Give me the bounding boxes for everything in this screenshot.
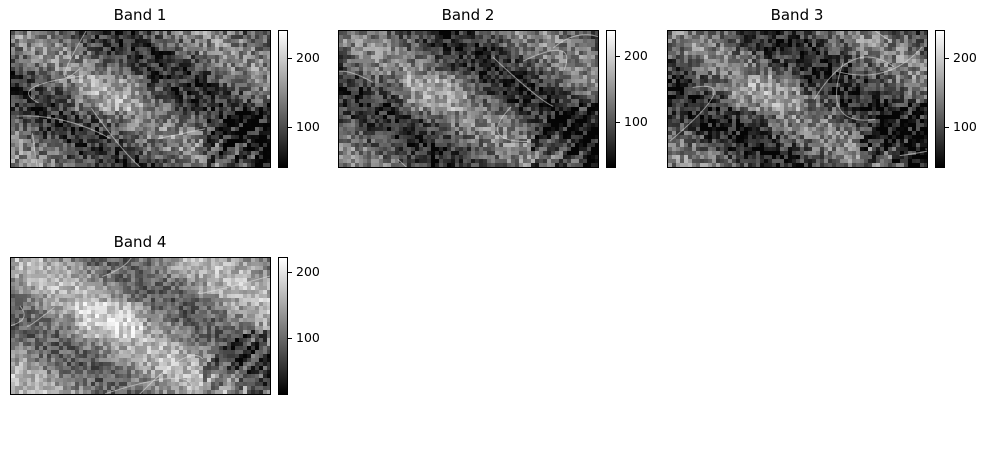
band-2-colorbar bbox=[606, 30, 616, 168]
band-3-image bbox=[667, 30, 928, 168]
band-2-image bbox=[338, 30, 599, 168]
band-1-title: Band 1 bbox=[113, 6, 167, 24]
band-2-tick-100 bbox=[616, 122, 620, 123]
band-4-colorbar bbox=[278, 257, 288, 395]
band-3-tick-100 bbox=[945, 127, 949, 128]
band-4-tick-100 bbox=[288, 338, 292, 339]
band-2-title: Band 2 bbox=[441, 6, 495, 24]
band-4-ticklabel-200: 200 bbox=[296, 264, 320, 279]
band-4-image bbox=[10, 257, 271, 395]
band-3-tick-200 bbox=[945, 58, 949, 59]
band-1-tick-200 bbox=[288, 58, 292, 59]
band-1-colorbar bbox=[278, 30, 288, 168]
band-1-tick-100 bbox=[288, 127, 292, 128]
band-4-tick-200 bbox=[288, 272, 292, 273]
band-2-tick-200 bbox=[616, 56, 620, 57]
band-1-ticklabel-200: 200 bbox=[296, 50, 320, 65]
band-3-colorbar bbox=[935, 30, 945, 168]
band-1-ticklabel-100: 100 bbox=[296, 119, 320, 134]
band-4-title: Band 4 bbox=[113, 233, 167, 251]
band-3-title: Band 3 bbox=[770, 6, 824, 24]
band-4-ticklabel-100: 100 bbox=[296, 330, 320, 345]
band-1-image bbox=[10, 30, 271, 168]
band-2-ticklabel-200: 200 bbox=[624, 48, 648, 63]
band-2-ticklabel-100: 100 bbox=[624, 114, 648, 129]
band-3-ticklabel-200: 200 bbox=[953, 50, 977, 65]
band-3-ticklabel-100: 100 bbox=[953, 119, 977, 134]
